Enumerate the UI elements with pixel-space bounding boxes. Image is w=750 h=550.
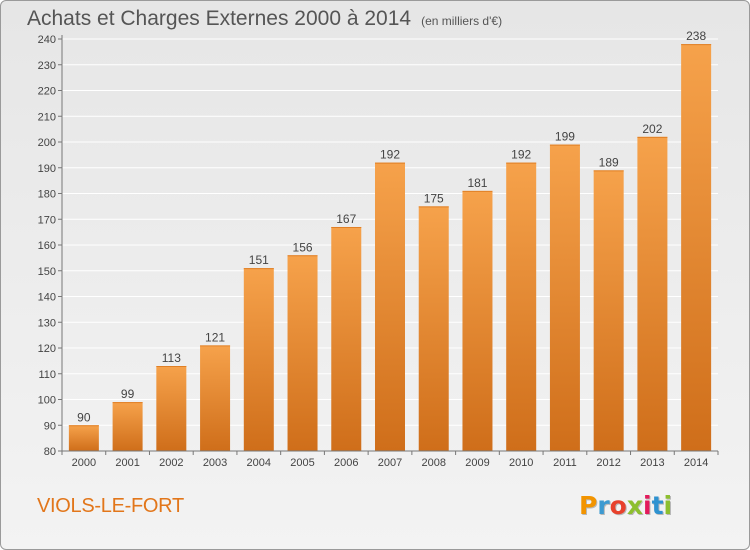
bar-2011: [549, 144, 580, 451]
bar-2008: [418, 206, 449, 451]
x-tick-label-2014: 2014: [684, 457, 708, 469]
y-tick-label: 130: [38, 317, 56, 329]
x-tick-label-2006: 2006: [334, 457, 358, 469]
data-label-2002: 113: [162, 351, 181, 365]
logo-letter: t: [651, 491, 664, 520]
logo-letter: r: [597, 491, 610, 520]
x-tick-label-2007: 2007: [378, 457, 402, 469]
x-tick-label-2011: 2011: [553, 457, 577, 469]
y-tick-label: 140: [38, 292, 56, 304]
bar-2006: [331, 226, 362, 451]
x-tick-label-2009: 2009: [465, 457, 489, 469]
data-label-2014: 238: [686, 29, 706, 43]
bar-2004: [243, 268, 274, 451]
bar-2000: [68, 425, 99, 451]
data-labels: 90 99 113 121 151 156 167 192 175 181 192 199 189 202…: [77, 29, 706, 424]
proxiti-logo: Proxiti: [579, 491, 672, 520]
bar-2003: [200, 345, 231, 451]
y-tick-label: 110: [38, 369, 56, 381]
y-tick-label: 240: [38, 34, 56, 46]
data-label-2006: 167: [336, 212, 356, 226]
logo-letter: i: [643, 491, 652, 520]
y-tick-label: 150: [38, 266, 56, 278]
data-label-2005: 156: [293, 240, 313, 254]
data-label-2008: 175: [424, 191, 444, 205]
bar-2005: [287, 255, 318, 451]
bar-2009: [462, 190, 493, 452]
data-label-2000: 90: [77, 410, 91, 424]
y-tick-label: 180: [38, 189, 56, 201]
x-tick-label-2008: 2008: [421, 457, 445, 469]
chart-unit: (en milliers d'€): [421, 14, 503, 28]
y-tick-label: 170: [38, 214, 56, 226]
logo-letter: o: [609, 491, 627, 520]
bar-2002: [156, 366, 187, 451]
bar-2010: [506, 162, 537, 451]
y-tick-label: 190: [38, 163, 56, 175]
bar-2014: [681, 44, 712, 452]
bar-2013: [637, 136, 668, 451]
bar-2007: [375, 162, 405, 451]
x-tick-label-2005: 2005: [290, 457, 314, 469]
bar-2012: [593, 170, 624, 451]
logo-letter: x: [626, 491, 643, 520]
y-tick-label: 200: [38, 137, 56, 149]
logo-letter: P: [579, 491, 598, 520]
data-label-2012: 189: [599, 155, 619, 169]
data-label-2009: 181: [467, 176, 487, 190]
bars: [68, 44, 712, 452]
x-tick-label-2010: 2010: [509, 457, 533, 469]
logo-letter: i: [663, 491, 673, 520]
y-axis-ticks: 80 90 100 110 120 130 140 150 160 170 180 190 200 210…: [38, 34, 63, 458]
commune-name: VIOLS-LE-FORT: [37, 495, 184, 517]
data-label-2001: 99: [121, 387, 135, 401]
y-tick-label: 100: [38, 395, 56, 407]
y-tick-label: 230: [38, 60, 56, 72]
x-tick-label-2001: 2001: [115, 457, 139, 469]
chart-title: Achats et Charges Externes 2000 à 2014: [27, 7, 412, 30]
data-label-2013: 202: [642, 122, 662, 136]
y-tick-label: 220: [38, 86, 56, 98]
x-tick-label-2013: 2013: [640, 457, 664, 469]
data-label-2003: 121: [205, 330, 225, 344]
y-tick-label: 210: [38, 111, 56, 123]
data-label-2010: 192: [511, 148, 531, 162]
y-tick-label: 120: [38, 343, 56, 355]
data-label-2007: 192: [380, 148, 400, 162]
x-axis-ticks: 2000 2001 2002 2003 2004 2005 2006 2007 2008 2009…: [61, 450, 719, 469]
x-tick-label-2012: 2012: [596, 457, 620, 469]
data-label-2004: 151: [249, 253, 269, 267]
y-tick-label: 80: [44, 446, 56, 458]
x-tick-label-2002: 2002: [159, 457, 183, 469]
y-tick-label: 90: [44, 420, 56, 432]
x-tick-label-2004: 2004: [247, 457, 271, 469]
y-tick-label: 160: [38, 240, 56, 252]
x-tick-label-2000: 2000: [72, 457, 96, 469]
x-tick-label-2003: 2003: [203, 457, 227, 469]
bar-2001: [112, 402, 143, 451]
data-label-2011: 199: [555, 130, 575, 144]
chart-header: Achats et Charges Externes 2000 à 2014 (e…: [27, 7, 502, 31]
